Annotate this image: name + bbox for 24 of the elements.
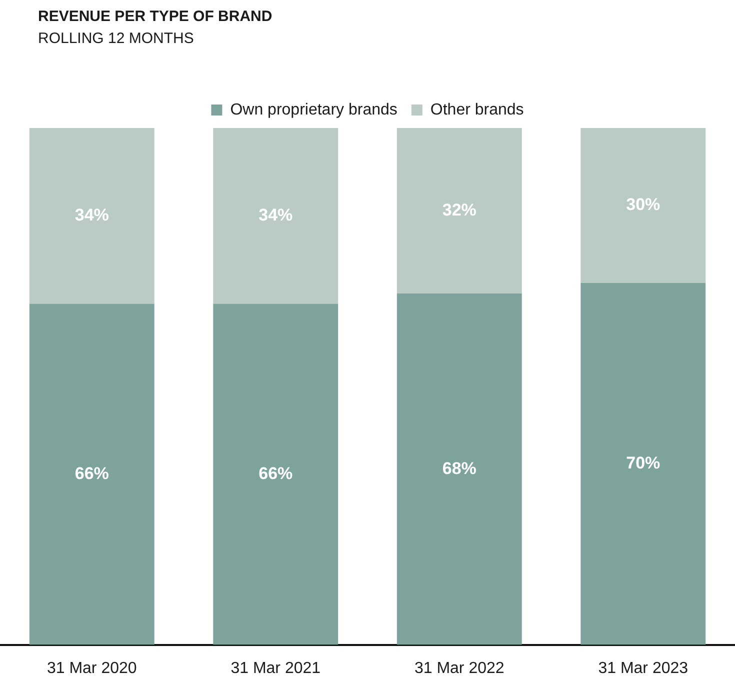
chart-subtitle: ROLLING 12 MONTHS xyxy=(38,30,194,47)
bar xyxy=(29,128,154,304)
bar xyxy=(580,283,706,645)
x-tick-label: 31 Mar 2022 xyxy=(414,660,504,677)
data-label: 66% xyxy=(74,464,109,483)
x-tick-label: 31 Mar 2020 xyxy=(46,660,137,677)
bar xyxy=(396,293,522,645)
bar xyxy=(213,304,338,645)
bar xyxy=(396,128,522,294)
bar xyxy=(580,128,706,284)
data-label: 68% xyxy=(442,458,476,478)
bar xyxy=(29,304,154,645)
data-label: 66% xyxy=(258,464,293,483)
legend-label: Own proprietary brands xyxy=(230,101,398,118)
chart-title: REVENUE PER TYPE OF BRAND xyxy=(38,8,272,25)
data-label: 34% xyxy=(74,206,109,225)
data-label: 32% xyxy=(442,200,476,220)
data-label: 34% xyxy=(258,206,293,225)
data-label: 70% xyxy=(626,454,660,473)
x-tick-label: 31 Mar 2021 xyxy=(230,660,321,677)
legend-label: Other brands xyxy=(430,101,524,118)
x-tick-label: 31 Mar 2023 xyxy=(598,660,688,677)
data-label: 30% xyxy=(626,195,660,214)
bar xyxy=(213,128,338,304)
